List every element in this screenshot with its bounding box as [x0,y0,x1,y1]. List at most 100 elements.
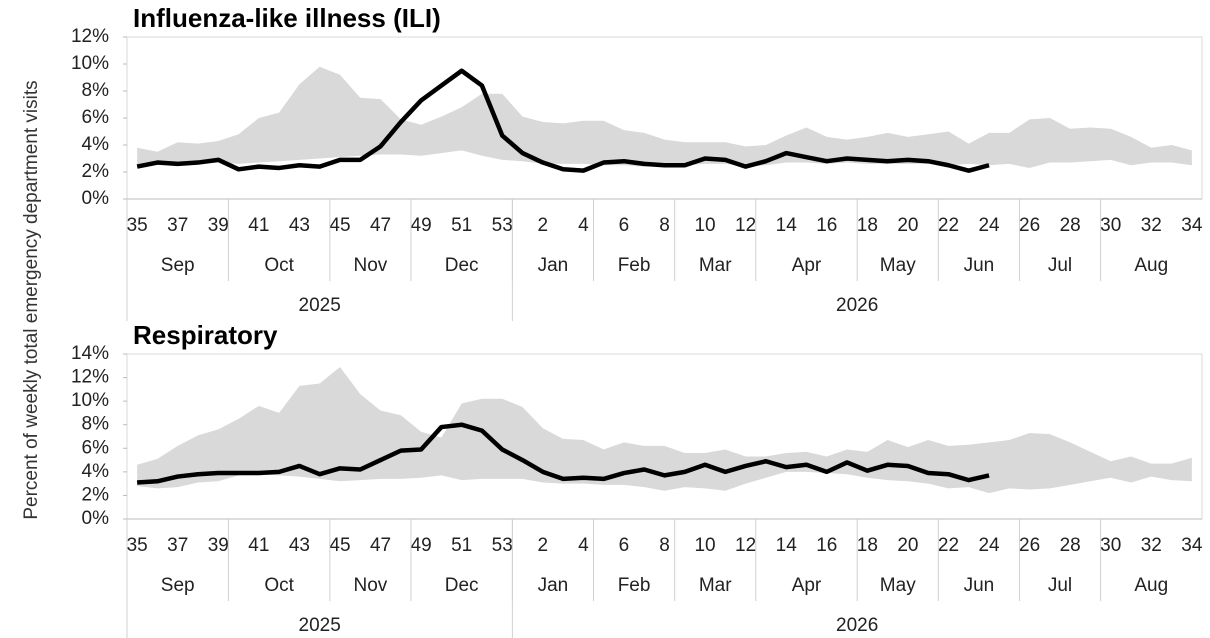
x-tick-label: 49 [411,535,432,556]
month-label: May [880,575,916,596]
x-tick-label: 26 [1019,535,1040,556]
y-tick-label: 12% [71,26,109,47]
series-line [137,422,990,485]
y-tick-label: 4% [82,134,110,155]
x-tick-label: 28 [1060,535,1081,556]
y-tick-label: 6% [82,437,110,458]
month-label: Feb [618,575,651,596]
x-tick-label: 43 [289,215,310,236]
x-tick-label: 4 [578,535,589,556]
month-label: Sep [161,255,195,276]
x-tick-label: 14 [776,535,798,556]
x-tick-label: 35 [127,535,148,556]
x-tick-label: 22 [938,535,959,556]
month-label: Nov [353,255,387,276]
x-tick-label: 20 [897,215,918,236]
month-label: Jul [1048,255,1072,276]
y-tick-label: 6% [82,107,110,128]
y-tick-label: 0% [82,188,110,209]
x-tick-label: 20 [897,535,918,556]
y-tick-label: 10% [71,53,109,74]
month-label: Apr [792,255,822,276]
x-tick-label: 53 [492,535,513,556]
y-tick-label: 10% [71,390,109,411]
month-label: Apr [792,575,822,596]
x-tick-label: 34 [1181,535,1203,556]
y-tick-label: 8% [82,80,110,101]
x-tick-label: 12 [735,535,756,556]
month-label: Oct [264,575,294,596]
month-label: Dec [445,575,479,596]
y-tick-label: 4% [82,461,110,482]
year-label: 2026 [836,295,878,316]
y-tick-label: 0% [82,508,110,529]
x-tick-label: 47 [370,535,391,556]
x-tick-label: 30 [1100,215,1121,236]
month-label: Jun [964,575,995,596]
x-tick-label: 6 [619,535,630,556]
x-tick-label: 37 [167,535,188,556]
x-tick-label: 41 [248,535,269,556]
x-tick-label: 6 [619,215,630,236]
x-tick-label: 12 [735,215,756,236]
month-label: Oct [264,255,294,276]
month-label: Jul [1048,575,1072,596]
y-tick-label: 2% [82,484,110,505]
x-tick-label: 35 [127,215,148,236]
month-label: Aug [1134,255,1168,276]
x-tick-label: 16 [816,535,837,556]
x-tick-label: 47 [370,215,391,236]
x-tick-label: 30 [1100,535,1121,556]
x-tick-label: 28 [1060,215,1081,236]
x-tick-label: 24 [978,215,1000,236]
x-tick-label: 39 [208,215,229,236]
x-tick-label: 14 [776,215,798,236]
year-label: 2025 [299,615,341,636]
x-tick-label: 32 [1141,215,1162,236]
month-label: May [880,255,916,276]
month-label: Mar [699,575,732,596]
x-tick-label: 2 [538,535,549,556]
y-tick-label: 2% [82,161,110,182]
month-label: Mar [699,255,732,276]
range-area [137,66,1192,168]
x-tick-label: 18 [857,535,878,556]
x-tick-label: 2 [538,215,549,236]
series-line [136,68,990,173]
x-tick-label: 51 [451,215,472,236]
chart-title: Influenza-like illness (ILI) [133,3,441,33]
y-tick-label: 14% [71,343,109,364]
month-label: Jun [964,255,995,276]
year-label: 2026 [836,615,878,636]
month-label: Sep [161,575,195,596]
x-tick-label: 8 [659,215,670,236]
x-tick-label: 49 [411,215,432,236]
x-tick-label: 37 [167,215,188,236]
month-label: Dec [445,255,479,276]
x-tick-label: 26 [1019,215,1040,236]
x-tick-label: 4 [578,215,589,236]
y-tick-label: 12% [71,367,109,388]
y-axis-label: Percent of weekly total emergency depart… [21,80,42,519]
x-tick-label: 18 [857,215,878,236]
x-tick-label: 24 [978,535,1000,556]
range-area [137,366,1192,494]
x-tick-label: 43 [289,535,310,556]
x-tick-label: 51 [451,535,472,556]
x-tick-label: 8 [659,535,670,556]
chart-title: Respiratory [133,320,278,350]
year-label: 2025 [299,295,341,316]
x-tick-label: 45 [329,535,350,556]
x-tick-label: 39 [208,535,229,556]
month-label: Feb [618,255,651,276]
x-tick-label: 41 [248,215,269,236]
month-label: Aug [1134,575,1168,596]
x-tick-label: 53 [492,215,513,236]
x-tick-label: 16 [816,215,837,236]
x-tick-label: 10 [694,215,715,236]
month-label: Jan [538,255,569,276]
x-tick-label: 32 [1141,535,1162,556]
x-tick-label: 34 [1181,215,1203,236]
month-label: Nov [353,575,387,596]
